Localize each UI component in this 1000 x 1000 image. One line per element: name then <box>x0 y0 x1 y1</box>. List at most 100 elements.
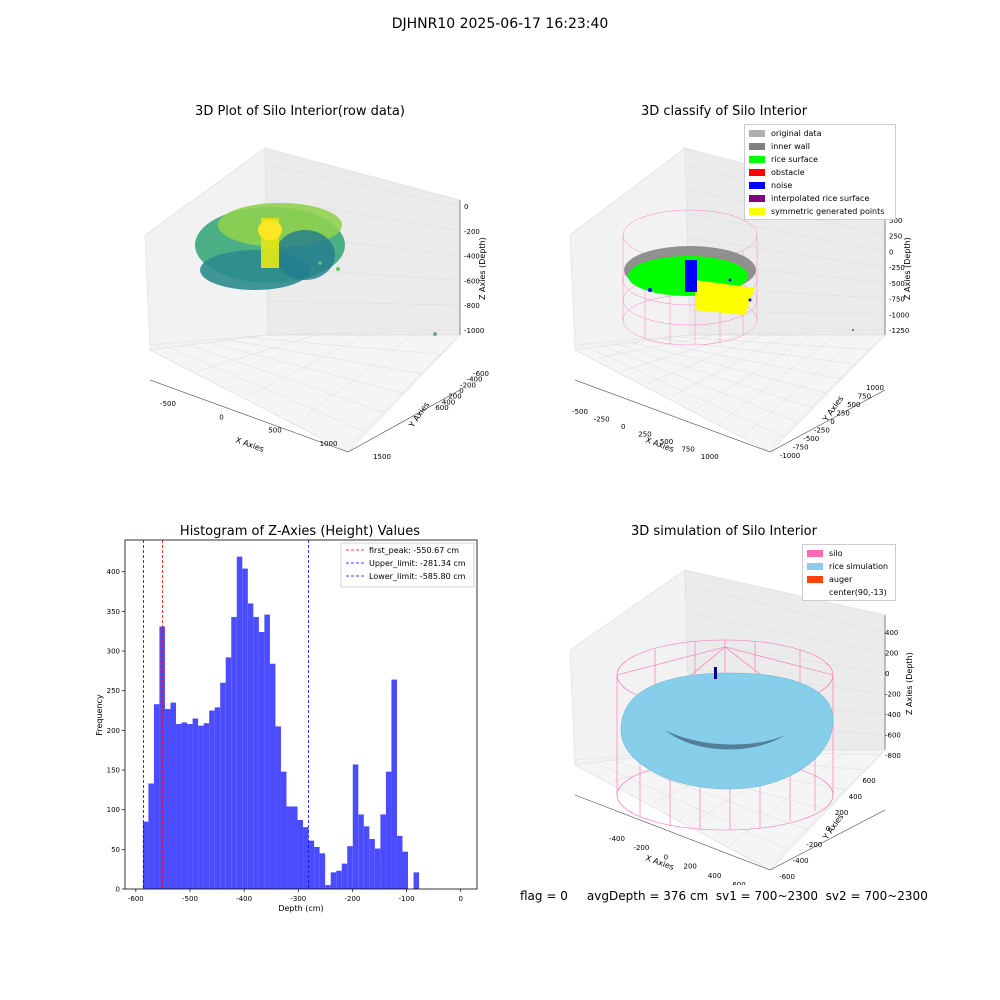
status-footer: flag = 0 avgDepth = 376 cm sv1 = 700~230… <box>520 889 928 903</box>
classify-ytick-label: -1000 <box>780 452 800 460</box>
simulation-legend-label: silo <box>829 549 843 558</box>
histogram-bar <box>176 724 182 889</box>
histogram-bar <box>402 851 409 889</box>
classify-legend-label: interpolated rice surface <box>771 194 870 203</box>
simulation-xtick-label: -400 <box>609 835 625 843</box>
histogram-xtick-label: -500 <box>182 895 198 903</box>
classify-ztick-label: 500 <box>889 217 902 225</box>
histogram-bar <box>153 704 160 889</box>
histogram-bar <box>325 885 331 889</box>
simulation-ztick-label: -600 <box>885 732 901 740</box>
classify-xtick-label: -250 <box>594 416 610 424</box>
raw-ytick-label: -400 <box>467 376 483 384</box>
simulation-ztick-label: -800 <box>885 752 901 760</box>
classify-legend-swatch <box>749 182 765 189</box>
raw-panel-title: 3D Plot of Silo Interior(row data) <box>195 104 405 119</box>
raw-zlabel: Z Axies (Depth) <box>478 237 487 300</box>
histogram-xtick-label: -400 <box>236 895 252 903</box>
simulation-zlabel: Z Axies (Depth) <box>905 652 914 715</box>
raw-ztick-label: -400 <box>464 253 480 261</box>
classify-legend-swatch <box>749 143 765 150</box>
classify-ytick-label: 500 <box>847 401 860 409</box>
histogram-bar <box>275 726 281 889</box>
classify-ytick-label: -750 <box>793 444 809 452</box>
raw-ztick-label: -800 <box>464 302 480 310</box>
classify-legend-item: original data <box>749 127 891 140</box>
classify-ztick-label: 0 <box>889 248 893 256</box>
auger-marker <box>714 667 717 679</box>
raw-ztick-label: -200 <box>464 228 480 236</box>
histogram-bar <box>269 663 276 889</box>
classify-ytick-label: 750 <box>858 393 871 401</box>
histogram-legend-label: Lower_limit: -585.80 cm <box>369 572 466 581</box>
histogram-bar <box>209 710 215 889</box>
histogram-chart: -600 -500 -400 -300 -200 -100 0 0 50 100 150 200 25… <box>95 539 478 913</box>
raw-xtick-label: 1500 <box>373 453 391 460</box>
classify-legend-item: rice surface <box>749 153 891 166</box>
classify-ytick-label: -250 <box>814 427 830 435</box>
raw-ytick-label: -600 <box>473 370 489 378</box>
histogram-bar <box>242 568 248 889</box>
simulation-ytick-label: -400 <box>793 857 809 865</box>
raw-point-cloud <box>195 203 437 336</box>
raw-3d-plot: -500050010001500-600-400-20002004006000-… <box>144 147 489 460</box>
histogram-bar <box>264 614 270 889</box>
histogram-bar <box>319 853 326 889</box>
histogram-bar <box>330 872 337 889</box>
histogram-frame <box>124 539 478 890</box>
simulation-ytick-label: 0 <box>826 825 830 833</box>
histogram-ytick-label: 300 <box>107 648 120 656</box>
classify-legend-label: inner wall <box>771 142 811 151</box>
classify-ytick-label: -500 <box>803 435 819 443</box>
histogram-xtick-label: 0 <box>459 895 463 903</box>
classify-legend-label: original data <box>771 129 822 138</box>
classify-ztick-label: -1250 <box>889 327 909 335</box>
classify-xtick-label: -500 <box>572 408 588 416</box>
classify-ytick-label: 0 <box>830 418 834 426</box>
raw-ytick-label: 0 <box>459 387 463 395</box>
histogram-bar <box>253 616 259 889</box>
simulation-ytick-label: 400 <box>849 793 862 801</box>
classify-legend-item: inner wall <box>749 140 891 153</box>
histogram-bar <box>369 839 375 889</box>
histogram-ytick-label: 250 <box>107 687 120 695</box>
raw-ylabel: Y Axies <box>407 400 432 430</box>
histogram-bar <box>352 764 359 889</box>
histogram-bar <box>170 702 177 889</box>
classify-xtick-label: 500 <box>660 438 673 446</box>
histogram-bar <box>341 863 348 889</box>
histogram-bar <box>380 814 386 889</box>
simulation-legend-swatch <box>807 563 823 570</box>
histogram-ytick-label: 350 <box>107 608 120 616</box>
simulation-ytick-label: 200 <box>835 809 848 817</box>
simulation-xlabel: X Axies <box>644 853 675 872</box>
histogram-bar <box>396 835 403 889</box>
histogram-bar <box>181 722 188 889</box>
simulation-3d-plot: -400-2000200400600-600-400-2000200400600… <box>569 569 914 885</box>
histogram-bar <box>363 826 370 889</box>
histogram-bar <box>358 814 364 889</box>
simulation-ztick-label: 0 <box>885 670 889 678</box>
raw-xtick-label: -500 <box>160 400 176 408</box>
simulation-xtick-label: 400 <box>708 872 721 880</box>
histogram-bar <box>203 723 210 889</box>
classify-legend-swatch <box>749 195 765 202</box>
classify-legend-swatch <box>749 208 765 215</box>
simulation-legend-swatch <box>807 589 823 596</box>
classify-ztick-label: -250 <box>889 264 905 272</box>
raw-ytick-label: 600 <box>435 404 448 412</box>
classify-legend-item: obstacle <box>749 166 891 179</box>
raw-xtick-label: 500 <box>268 427 281 435</box>
raw-ytick-label: 400 <box>442 398 455 406</box>
simulation-ytick-label: -600 <box>779 873 795 881</box>
histogram-bar <box>247 603 254 889</box>
classify-xtick-label: 1000 <box>701 453 719 460</box>
histogram-ytick-label: 150 <box>107 767 120 775</box>
simulation-legend-item: center(90,-13) <box>807 586 891 599</box>
histogram-ytick-label: 0 <box>116 886 120 894</box>
histogram-bar <box>220 682 226 889</box>
histogram-bar <box>225 657 232 889</box>
simulation-xtick-label: -200 <box>633 844 649 852</box>
histogram-bar <box>413 872 420 889</box>
histogram-bar <box>258 632 265 889</box>
